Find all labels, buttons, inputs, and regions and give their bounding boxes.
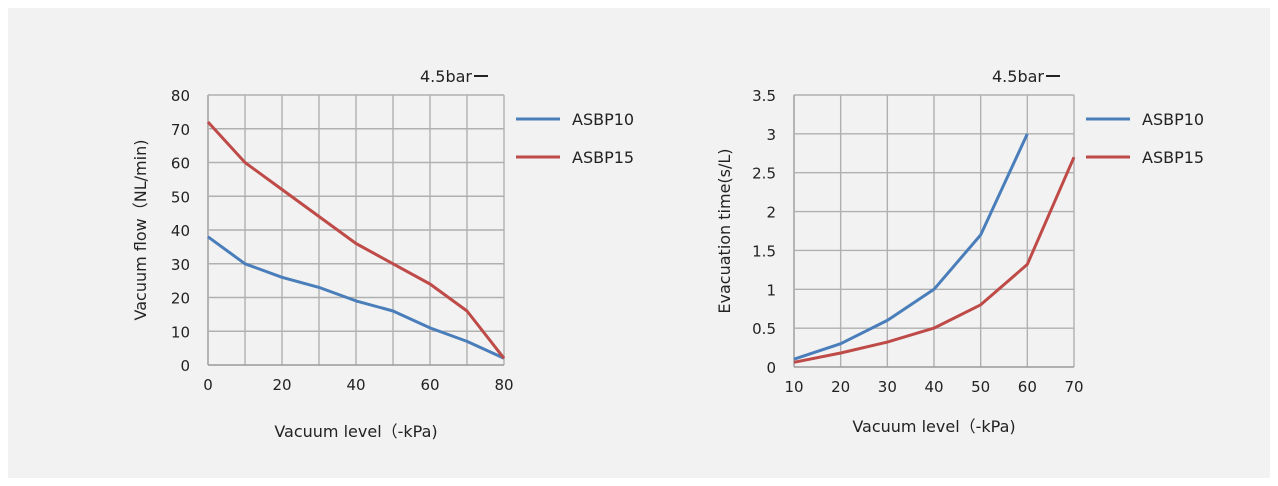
x-tick-label: 0	[203, 376, 213, 394]
y-tick-label: 80	[171, 87, 190, 105]
legend-label-asbp15: ASBP15	[572, 148, 634, 167]
y-tick-label: 20	[171, 290, 190, 308]
x-tick-label: 50	[971, 378, 990, 396]
chart2-y-axis-label: Evacuation time(s/L)	[715, 148, 734, 313]
y-tick-label: 50	[171, 188, 190, 206]
chart1-annotation: 4.5bar	[420, 67, 472, 86]
legend-label-asbp10: ASBP10	[1142, 110, 1204, 129]
y-tick-label: 0	[766, 359, 776, 377]
series-line-asbp15	[793, 156, 1076, 364]
x-tick-label: 20	[831, 378, 850, 396]
x-tick-label: 70	[1064, 378, 1083, 396]
x-tick-label: 10	[784, 378, 803, 396]
y-tick-label: 1.5	[752, 242, 776, 260]
x-tick-label: 20	[272, 376, 291, 394]
x-tick-label: 60	[420, 376, 439, 394]
chart1-y-axis-label: Vacuum flow（NL/min)	[131, 140, 150, 321]
chart2-x-axis-label: Vacuum level（-kPa)	[852, 417, 1015, 436]
chart2-ticks: 0 0.5 1 1.5 2 2.5 3 3.5 10 20 30 40 50 60 70	[752, 87, 1083, 396]
x-tick-label: 30	[878, 378, 897, 396]
y-tick-label: 2	[766, 204, 776, 222]
chart1-x-axis-label: Vacuum level（-kPa)	[274, 422, 437, 441]
legend-label-asbp10: ASBP10	[572, 110, 634, 129]
y-tick-label: 0.5	[752, 320, 776, 338]
y-tick-label: 30	[171, 256, 190, 274]
legend-label-asbp15: ASBP15	[1142, 148, 1204, 167]
vacuum-flow-chart: 0 10 20 30 40 50 60 70 80 0 20 40 60 80 4.5bar Vacuum…	[131, 67, 634, 441]
x-tick-label: 60	[1018, 378, 1037, 396]
x-tick-label: 40	[346, 376, 365, 394]
chart2-series	[793, 133, 1076, 364]
y-tick-label: 0	[180, 357, 190, 375]
chart2-legend: ASBP10 ASBP15	[1086, 110, 1204, 167]
chart1-legend: ASBP10 ASBP15	[516, 110, 634, 167]
series-line-asbp10	[793, 133, 1029, 361]
series-line-asbp10	[207, 235, 505, 360]
y-tick-label: 3	[766, 126, 776, 144]
y-tick-label: 60	[171, 155, 190, 173]
y-tick-label: 10	[171, 323, 190, 341]
chart2-grid	[793, 94, 1075, 368]
y-tick-label: 1	[766, 281, 776, 299]
chart2-annotation: 4.5bar	[992, 67, 1044, 86]
chart1-ticks: 0 10 20 30 40 50 60 70 80 0 20 40 60 80	[171, 87, 514, 394]
evacuation-time-chart: 0 0.5 1 1.5 2 2.5 3 3.5 10 20 30 40 50 60 70 4.5bar Va…	[715, 67, 1204, 436]
chart1-series	[206, 120, 506, 360]
y-tick-label: 2.5	[752, 165, 776, 183]
y-tick-label: 40	[171, 222, 190, 240]
x-tick-label: 40	[924, 378, 943, 396]
y-tick-label: 3.5	[752, 87, 776, 105]
y-tick-label: 70	[171, 121, 190, 139]
series-line-asbp15	[206, 120, 506, 360]
chart1-grid	[207, 94, 505, 366]
x-tick-label: 80	[494, 376, 513, 394]
